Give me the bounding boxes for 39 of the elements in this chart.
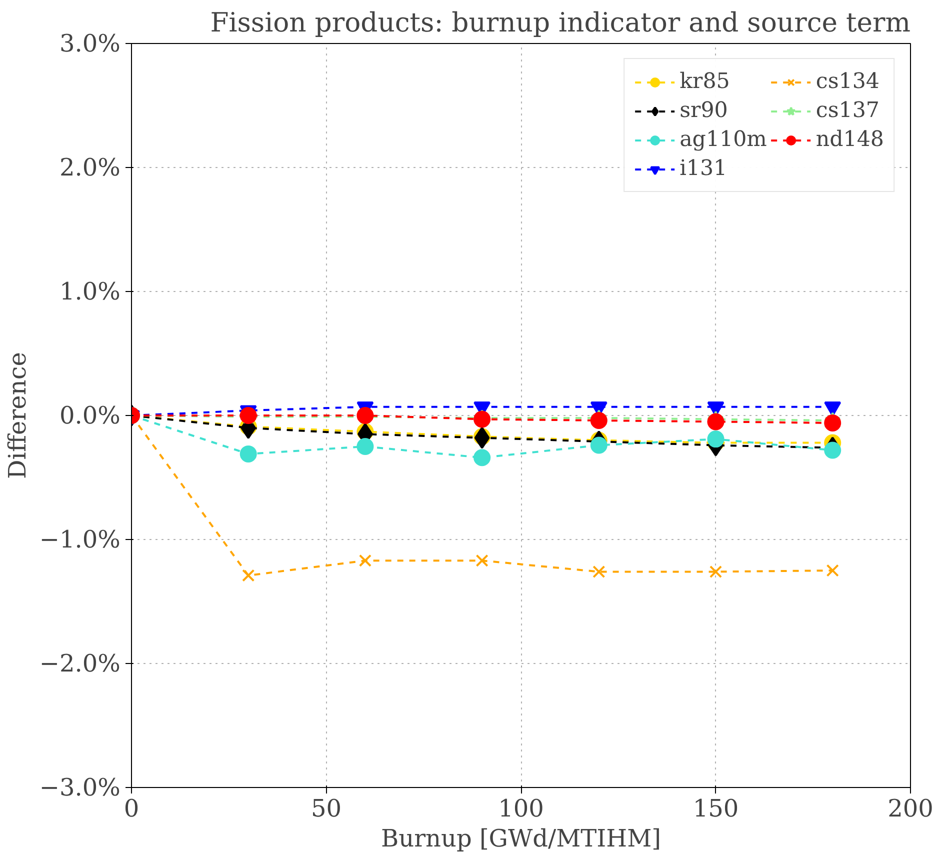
x-tick-label: 150 bbox=[692, 794, 739, 822]
y-axis-title: Difference bbox=[3, 352, 32, 479]
point bbox=[707, 430, 724, 448]
y-tick-label: −1.0% bbox=[39, 526, 121, 554]
x-tick-label: 200 bbox=[888, 794, 934, 822]
x-tick-label: 50 bbox=[310, 794, 342, 822]
point bbox=[242, 569, 255, 582]
y-tick-label: 1.0% bbox=[60, 278, 121, 306]
y-tick-label: 0.0% bbox=[60, 402, 121, 430]
point bbox=[474, 449, 491, 466]
legend-label: kr85 bbox=[680, 69, 730, 94]
point bbox=[592, 565, 606, 578]
legend-label: ag110m bbox=[680, 127, 767, 152]
legend-label: sr90 bbox=[680, 98, 728, 123]
legend-label: cs134 bbox=[816, 69, 880, 94]
point bbox=[709, 565, 722, 578]
point bbox=[474, 426, 490, 449]
y-tick-label: −3.0% bbox=[39, 774, 121, 802]
point bbox=[826, 564, 839, 577]
legend-label: nd148 bbox=[816, 127, 884, 152]
point bbox=[590, 436, 608, 454]
y-tick-label: −2.0% bbox=[39, 650, 121, 678]
point bbox=[707, 413, 724, 430]
point bbox=[476, 554, 488, 567]
point bbox=[824, 442, 842, 459]
point bbox=[590, 412, 608, 429]
point bbox=[240, 445, 257, 462]
legend-label: cs137 bbox=[816, 98, 880, 123]
x-tick-label: 100 bbox=[498, 794, 544, 822]
legend-label: i131 bbox=[680, 156, 728, 181]
x-tick-label: 0 bbox=[124, 794, 140, 822]
y-tick-label: 3.0% bbox=[60, 30, 121, 58]
y-tick-label: 2.0% bbox=[60, 154, 121, 182]
point bbox=[824, 414, 842, 432]
point bbox=[358, 554, 372, 567]
point bbox=[356, 438, 374, 455]
x-axis-title: Burnup [GWd/MTIHM] bbox=[380, 824, 662, 852]
chart-title: Fission products: burnup indicator and source term bbox=[210, 8, 911, 38]
point bbox=[474, 410, 491, 428]
